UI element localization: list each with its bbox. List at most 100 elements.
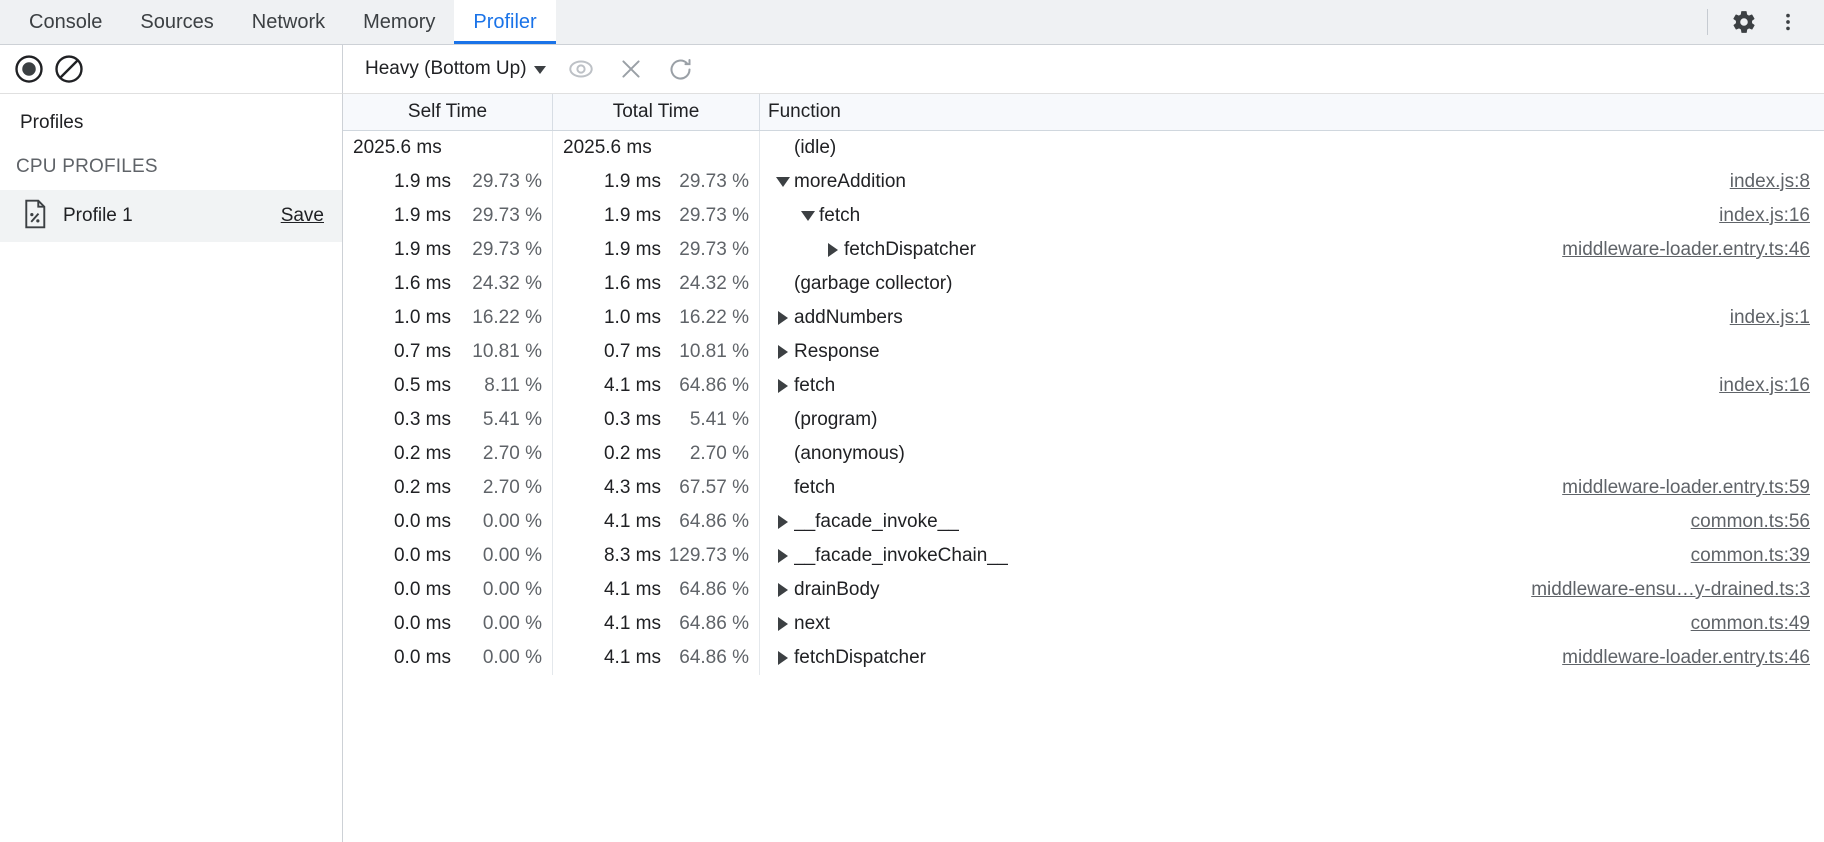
cell-total-time: 1.9 ms 29.73 % [553,233,760,267]
eye-icon[interactable] [560,50,602,88]
table-row[interactable]: 1.0 ms 16.22 % 1.0 ms 16.22 % addNumbers inde… [343,301,1824,335]
table-row[interactable]: 0.0 ms 0.00 % 4.1 ms 64.86 % fetchDispatcher… [343,641,1824,675]
function-name: fetchDispatcher [844,239,977,260]
function-name: (garbage collector) [794,273,953,294]
chevron-right-icon[interactable] [772,651,794,665]
table-row[interactable]: 0.0 ms 0.00 % 4.1 ms 64.86 % next common.ts:4… [343,607,1824,641]
function-name: fetch [794,375,836,396]
profile-table: Self Time Total Time Function 2025.6 ms 2… [343,94,1824,842]
gear-icon[interactable] [1724,2,1764,42]
toolbar-divider [1707,9,1708,35]
chevron-right-icon[interactable] [772,617,794,631]
table-row[interactable]: 0.7 ms 10.81 % 0.7 ms 10.81 % Response [343,335,1824,369]
profile-document-icon [22,199,49,234]
cell-total-time: 0.3 ms 5.41 % [553,403,760,437]
function-name: __facade_invoke__ [794,511,959,532]
table-row[interactable]: 1.9 ms 29.73 % 1.9 ms 29.73 % moreAddition in… [343,165,1824,199]
total-time-ms: 0.3 ms [603,409,661,430]
chevron-right-icon[interactable] [822,243,844,257]
tab-network[interactable]: Network [251,10,326,33]
source-link[interactable]: middleware-loader.entry.ts:59 [1562,477,1810,498]
self-time-ms: 0.0 ms [393,511,451,532]
table-row[interactable]: 0.0 ms 0.00 % 8.3 ms 129.73 % __facade_invok… [343,539,1824,573]
table-row[interactable]: 0.0 ms 0.00 % 4.1 ms 64.86 % __facade_invoke… [343,505,1824,539]
total-time-percent: 16.22 % [679,307,749,328]
cell-function: fetch index.js:16 [760,369,1824,403]
more-vertical-icon[interactable] [1768,2,1808,42]
profiles-sidebar: Profiles CPU PROFILES Profile 1 Save [0,94,343,842]
table-row[interactable]: 0.3 ms 5.41 % 0.3 ms 5.41 % (program) [343,403,1824,437]
cell-self-time: 1.6 ms 24.32 % [343,267,553,301]
column-header-function[interactable]: Function [768,101,841,122]
cell-total-time: 4.1 ms 64.86 % [553,573,760,607]
tab-console[interactable]: Console [29,10,103,33]
self-time-ms: 1.0 ms [393,307,451,328]
chevron-right-icon[interactable] [772,549,794,563]
cell-total-time: 1.6 ms 24.32 % [553,267,760,301]
sidebar-group-cpu-profiles: CPU PROFILES [16,156,158,177]
source-link[interactable]: middleware-ensu…y-drained.ts:3 [1531,579,1810,600]
cell-total-time: 1.9 ms 29.73 % [553,199,760,233]
self-time-ms: 0.3 ms [393,409,451,430]
source-link[interactable]: common.ts:49 [1690,613,1810,634]
tab-profiler[interactable]: Profiler [454,0,557,44]
self-time-percent: 0.00 % [482,545,542,566]
source-link[interactable]: middleware-loader.entry.ts:46 [1562,239,1810,260]
table-row[interactable]: 1.9 ms 29.73 % 1.9 ms 29.73 % fetch index.js:… [343,199,1824,233]
chevron-down-icon[interactable] [797,211,819,221]
cell-total-time: 1.9 ms 29.73 % [553,165,760,199]
chevron-right-icon[interactable] [772,515,794,529]
source-link[interactable]: index.js:16 [1719,205,1810,226]
chevron-right-icon[interactable] [772,379,794,393]
tab-sources[interactable]: Sources [140,10,214,33]
total-time-ms: 1.0 ms [603,307,661,328]
function-name: next [794,613,830,634]
close-x-icon[interactable] [610,50,652,88]
chevron-right-icon[interactable] [772,583,794,597]
cell-function: fetch middleware-loader.entry.ts:59 [760,471,1824,505]
save-profile-link[interactable]: Save [280,205,324,226]
tab-memory[interactable]: Memory [363,10,436,33]
table-row[interactable]: 0.5 ms 8.11 % 4.1 ms 64.86 % fetch index.js:1… [343,369,1824,403]
total-time-ms: 0.7 ms [603,341,661,362]
self-time-percent: 2.70 % [482,477,542,498]
table-row[interactable]: 0.0 ms 0.00 % 4.1 ms 64.86 % drainBody middle… [343,573,1824,607]
total-time-percent: 64.86 % [679,511,749,532]
cell-self-time: 1.0 ms 16.22 % [343,301,553,335]
cell-self-time: 2025.6 ms [343,131,553,165]
function-name: moreAddition [794,171,906,192]
cell-self-time: 0.3 ms 5.41 % [343,403,553,437]
source-link[interactable]: common.ts:39 [1690,545,1810,566]
cell-function: fetchDispatcher middleware-loader.entry.t… [760,233,1824,267]
table-row[interactable]: 2025.6 ms 2025.6 ms (idle) [343,131,1824,165]
source-link[interactable]: index.js:16 [1719,375,1810,396]
self-time-percent: 5.41 % [482,409,542,430]
total-time-percent: 129.73 % [668,545,749,566]
cell-function: drainBody middleware-ensu…y-drained.ts:3 [760,573,1824,607]
table-row[interactable]: 1.6 ms 24.32 % 1.6 ms 24.32 % (garbage colle… [343,267,1824,301]
column-header-total-time[interactable]: Total Time [553,94,760,130]
function-name: fetch [794,477,836,498]
chevron-down-icon[interactable] [772,177,794,187]
source-link[interactable]: index.js:8 [1729,171,1810,192]
self-time-percent: 24.32 % [472,273,542,294]
total-time-percent: 10.81 % [679,341,749,362]
column-header-self-time[interactable]: Self Time [343,94,553,130]
cell-self-time: 0.0 ms 0.00 % [343,539,553,573]
table-row[interactable]: 1.9 ms 29.73 % 1.9 ms 29.73 % fetchDispatche… [343,233,1824,267]
source-link[interactable]: middleware-loader.entry.ts:46 [1562,647,1810,668]
source-link[interactable]: index.js:1 [1729,307,1810,328]
chevron-right-icon[interactable] [772,311,794,325]
source-link[interactable]: common.ts:56 [1690,511,1810,532]
table-row[interactable]: 0.2 ms 2.70 % 4.3 ms 67.57 % fetch middleware… [343,471,1824,505]
record-circle-icon[interactable] [14,54,44,84]
sidebar-item-profile-1[interactable]: Profile 1 Save [0,190,342,242]
clear-prohibited-icon[interactable] [54,54,84,84]
cell-self-time: 0.0 ms 0.00 % [343,505,553,539]
view-mode-dropdown[interactable]: Heavy (Bottom Up) [359,55,552,83]
chevron-right-icon[interactable] [772,345,794,359]
table-row[interactable]: 0.2 ms 2.70 % 0.2 ms 2.70 % (anonymous) [343,437,1824,471]
profiler-toolbar-row: Heavy (Bottom Up) [0,45,1824,94]
total-time-percent: 24.32 % [679,273,749,294]
reload-icon[interactable] [660,50,702,88]
